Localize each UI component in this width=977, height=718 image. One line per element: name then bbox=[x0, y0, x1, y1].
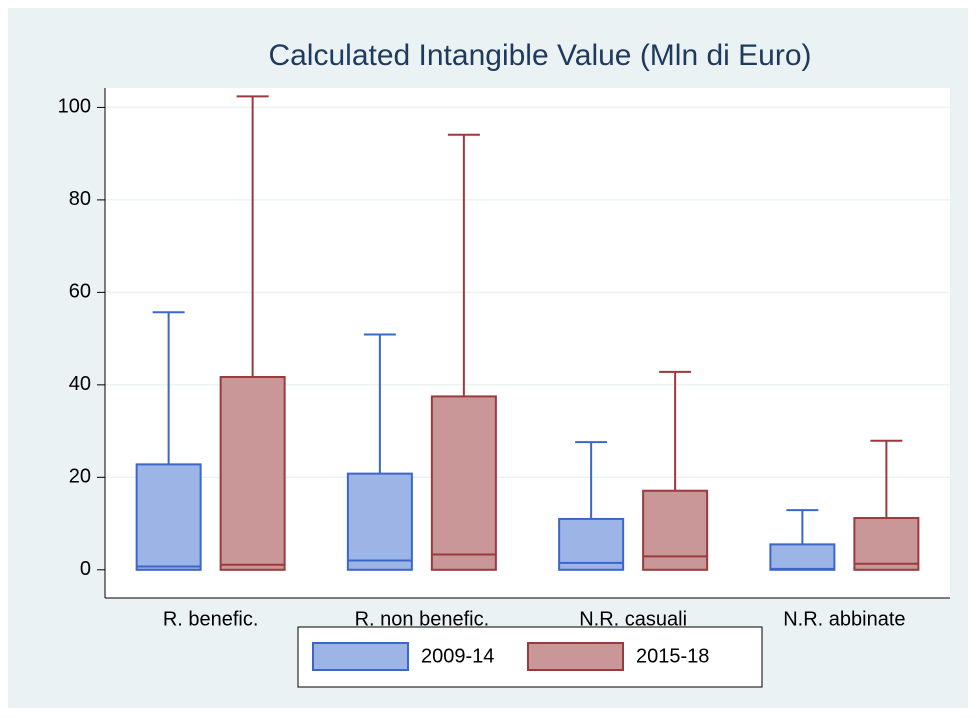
y-tick-label: 100 bbox=[58, 96, 91, 118]
box bbox=[558, 517, 625, 571]
chart-title: Calculated Intangible Value (Mln di Euro… bbox=[268, 39, 811, 72]
legend-swatch bbox=[527, 642, 624, 671]
y-tick-label: 0 bbox=[80, 558, 91, 580]
legend-label: 2009-14 bbox=[421, 645, 494, 667]
box bbox=[135, 463, 202, 571]
x-tick-label: N.R. abbinate bbox=[783, 608, 905, 630]
y-tick-label: 20 bbox=[69, 466, 91, 488]
y-tick-label: 80 bbox=[69, 188, 91, 210]
y-tick-label: 60 bbox=[69, 281, 91, 303]
box bbox=[430, 395, 497, 571]
box bbox=[853, 517, 920, 571]
x-tick-label: R. non benefic. bbox=[355, 608, 490, 630]
legend-swatch bbox=[312, 642, 409, 671]
box bbox=[769, 543, 836, 571]
y-tick-label: 40 bbox=[69, 373, 91, 395]
x-tick-label: N.R. casuali bbox=[579, 608, 687, 630]
legend-label: 2015-18 bbox=[636, 645, 709, 667]
box bbox=[219, 375, 286, 571]
x-tick-label: R. benefic. bbox=[163, 608, 259, 630]
box bbox=[642, 489, 709, 571]
box bbox=[346, 472, 413, 571]
